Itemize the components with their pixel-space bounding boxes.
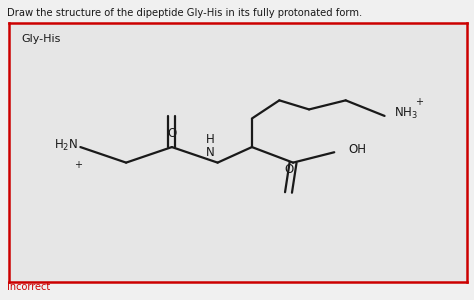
Text: Gly-His: Gly-His bbox=[21, 34, 60, 44]
Text: Draw the structure of the dipeptide Gly-His in its fully protonated form.: Draw the structure of the dipeptide Gly-… bbox=[7, 8, 362, 17]
Text: Incorrect: Incorrect bbox=[7, 283, 50, 292]
Text: N: N bbox=[206, 146, 215, 159]
Text: H: H bbox=[206, 133, 215, 146]
Text: OH: OH bbox=[348, 143, 366, 156]
Text: O: O bbox=[284, 163, 293, 176]
Text: O: O bbox=[167, 127, 176, 140]
Text: +: + bbox=[415, 97, 423, 106]
Text: NH$_3$: NH$_3$ bbox=[394, 106, 418, 121]
Text: H$_2$N: H$_2$N bbox=[54, 138, 78, 153]
Text: +: + bbox=[74, 160, 82, 170]
